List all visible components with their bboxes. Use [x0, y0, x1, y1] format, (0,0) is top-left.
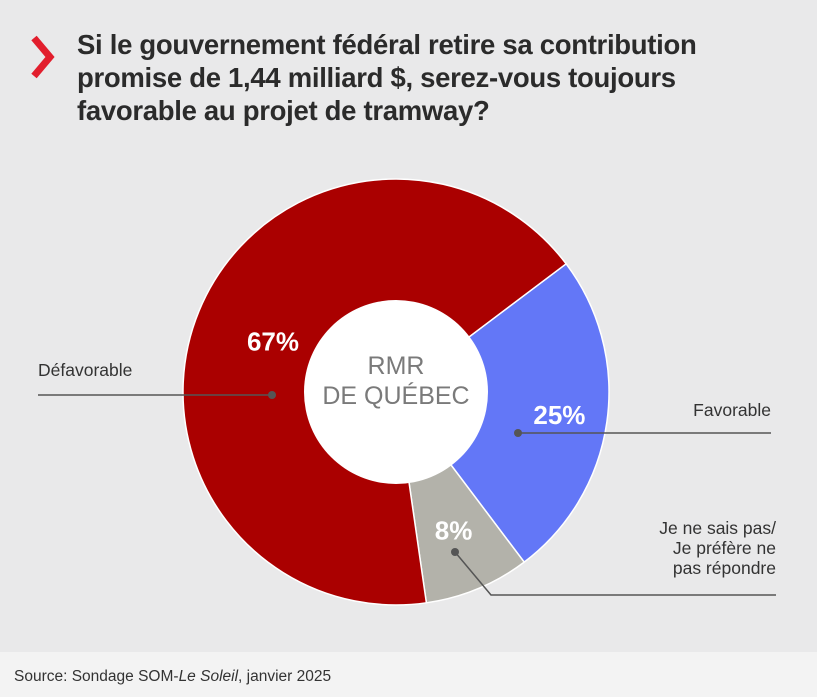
category-label-defavorable: Défavorable: [38, 360, 132, 380]
category-label-line: pas répondre: [673, 558, 776, 578]
title-line-1: Si le gouvernement fédéral retire sa con…: [77, 29, 697, 60]
value-label-defavorable: 67%: [247, 326, 299, 356]
category-label-je-ne-sais: Je ne sais pas/Je préfère ne pas répondre: [659, 518, 776, 578]
category-label-line: Je préfère ne: [673, 538, 776, 558]
title-line-3: favorable au projet de tramway?: [77, 95, 490, 126]
slice-favorable: [394, 262, 610, 564]
title-line-2: promise de 1,44 milliard $, serez-vous t…: [77, 62, 676, 93]
source-note: Source: Sondage SOM-Le Soleil, janvier 2…: [14, 668, 331, 686]
category-label-favorable: Favorable: [693, 400, 771, 420]
category-label-line: Favorable: [693, 400, 771, 420]
leader-dot-favorable: [514, 429, 522, 437]
source-prefix: Source: Sondage SOM-: [14, 668, 179, 685]
footer: Source: Sondage SOM-Le Soleil, janvier 2…: [0, 652, 817, 697]
center-label-line-1: RMR: [368, 352, 425, 380]
leader-line-je-ne-sais: [454, 551, 776, 596]
chevron-icon: [31, 35, 55, 79]
category-label-line: Défavorable: [38, 360, 132, 380]
value-label-je-ne-sais: 8%: [435, 516, 473, 546]
center-label-line-2: DE QUÉBEC: [322, 381, 469, 410]
chart-title: Si le gouvernement fédéral retire sa con…: [77, 28, 797, 127]
source-publication: Le Soleil: [178, 668, 239, 685]
donut-chart: RMR DE QUÉBEC 25% Favorable 8% Je ne sais p…: [38, 178, 776, 606]
donut-hole: [304, 300, 488, 484]
value-label-favorable: 25%: [533, 400, 585, 430]
source-suffix: , janvier 2025: [238, 668, 332, 685]
leader-dot-defavorable: [268, 391, 276, 399]
category-label-line: Je ne sais pas/: [659, 518, 776, 538]
leader-dot-je-ne-sais: [451, 548, 459, 556]
